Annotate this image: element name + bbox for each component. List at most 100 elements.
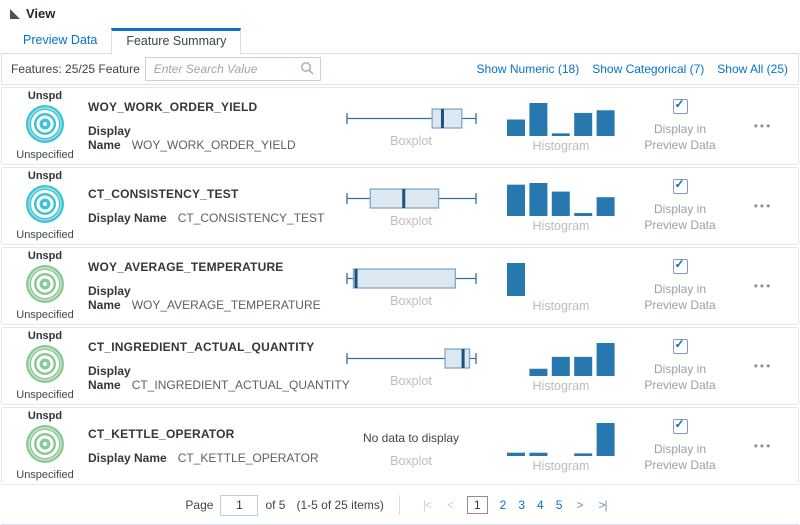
last-page-button[interactable]: >| (598, 498, 607, 512)
boxplot-column: Boxplot (338, 264, 484, 308)
target-icon (25, 264, 65, 304)
feature-list: Unspd Unspecified WOY_WORK_ORDER_YIELD D… (1, 87, 799, 485)
display-in-preview-column: ✓ Display in Preview Data (632, 257, 728, 313)
boxplot-column: Boxplot (338, 104, 484, 148)
page-button-4[interactable]: 4 (537, 498, 544, 512)
boxplot-column: No data to display Boxplot (338, 424, 484, 468)
feature-name-column: WOY_AVERAGE_TEMPERATURE Display Name WOY_… (88, 260, 338, 312)
boxplot-label: Boxplot (390, 374, 432, 388)
target-icon (25, 104, 65, 144)
display-in-preview-checkbox[interactable]: ✓ (672, 177, 688, 194)
feature-name: CT_INGREDIENT_ACTUAL_QUANTITY (88, 340, 315, 354)
target-icon (25, 184, 65, 224)
tab-feature-summary[interactable]: Feature Summary (111, 28, 242, 54)
target-icon (25, 424, 65, 464)
feature-type-label: Unspecified (16, 229, 74, 241)
checkmark-icon: ✓ (674, 417, 685, 431)
collapse-triangle-icon[interactable] (10, 8, 20, 19)
feature-type-column: Unspd Unspecified (2, 171, 88, 241)
feature-name-column: WOY_WORK_ORDER_YIELD Display Name WOY_WOR… (88, 100, 338, 152)
page-button-1[interactable]: 1 (466, 496, 488, 514)
boxplot-chart (338, 104, 484, 132)
display-in-preview-column: ✓ Display in Preview Data (632, 177, 728, 233)
feature-type-badge: Unspd (27, 90, 63, 102)
checkmark-icon: ✓ (674, 177, 685, 191)
show-numeric-link[interactable]: Show Numeric (18) (476, 62, 580, 76)
feature-type-label: Unspecified (16, 469, 74, 481)
tab-preview-data[interactable]: Preview Data (23, 33, 98, 47)
tab-bar: Preview Data Feature Summary (1, 28, 799, 54)
feature-row: Unspd Unspecified CT_CONSISTENCY_TEST Di… (1, 167, 799, 245)
histogram-label: Histogram (532, 379, 590, 393)
search-box (144, 57, 321, 81)
display-in-preview-checkbox[interactable]: ✓ (672, 417, 688, 434)
next-page-button[interactable]: > (576, 498, 583, 512)
view-header[interactable]: View (1, 0, 799, 21)
feature-name: CT_KETTLE_OPERATOR (88, 427, 235, 441)
boxplot-chart (338, 344, 484, 372)
feature-type-column: Unspd Unspecified (2, 91, 88, 161)
histogram-label: Histogram (532, 219, 590, 233)
histogram-chart (500, 259, 622, 297)
show-all-link[interactable]: Show All (25) (717, 62, 788, 76)
boxplot-label: Boxplot (390, 454, 432, 468)
show-categorical-link[interactable]: Show Categorical (7) (592, 62, 705, 76)
feature-name: WOY_WORK_ORDER_YIELD (88, 100, 258, 114)
row-menu-column: ••• (728, 117, 798, 135)
row-actions-menu[interactable]: ••• (753, 119, 773, 133)
no-data-text: No data to display (362, 431, 460, 445)
page-number-input[interactable] (220, 494, 259, 516)
row-actions-menu[interactable]: ••• (753, 199, 773, 213)
page-button-5[interactable]: 5 (555, 498, 563, 512)
row-menu-column: ••• (728, 437, 798, 455)
display-name-value: CT_KETTLE_OPERATOR (177, 451, 319, 465)
row-actions-menu[interactable]: ••• (753, 279, 773, 293)
page-label: Page (185, 498, 214, 512)
boxplot-chart: No data to display (338, 424, 484, 452)
feature-name: CT_CONSISTENCY_TEST (88, 187, 239, 201)
checkmark-icon: ✓ (674, 337, 685, 351)
view-title: View (26, 6, 56, 21)
first-page-button[interactable]: |< (422, 498, 432, 512)
display-name-value: CT_CONSISTENCY_TEST (177, 211, 325, 225)
display-in-preview-label: Display in Preview Data (644, 362, 716, 392)
display-in-preview-checkbox[interactable]: ✓ (672, 257, 688, 274)
feature-name-column: CT_CONSISTENCY_TEST Display Name CT_CONSI… (88, 187, 338, 225)
histogram-column: Histogram (500, 339, 622, 393)
row-actions-menu[interactable]: ••• (753, 359, 773, 373)
histogram-column: Histogram (500, 259, 622, 313)
search-icon[interactable] (300, 61, 314, 80)
boxplot-label: Boxplot (390, 134, 432, 148)
histogram-column: Histogram (500, 179, 622, 233)
row-menu-column: ••• (728, 277, 798, 295)
histogram-chart (500, 419, 622, 457)
display-in-preview-checkbox[interactable]: ✓ (672, 337, 688, 354)
feature-type-badge: Unspd (27, 250, 63, 262)
feature-type-badge: Unspd (27, 330, 63, 342)
histogram-column: Histogram (500, 419, 622, 473)
feature-row: Unspd Unspecified CT_KETTLE_OPERATOR Dis… (1, 407, 799, 485)
feature-type-column: Unspd Unspecified (2, 331, 88, 401)
boxplot-chart (338, 264, 484, 292)
histogram-label: Histogram (532, 139, 590, 153)
toolbar: Features: 25/25 Feature Show Numeric (18… (1, 54, 799, 85)
checkmark-icon: ✓ (674, 97, 685, 111)
target-icon (25, 344, 65, 384)
feature-type-badge: Unspd (27, 410, 63, 422)
page-button-2[interactable]: 2 (499, 498, 507, 512)
display-in-preview-checkbox[interactable]: ✓ (672, 97, 688, 114)
row-actions-menu[interactable]: ••• (753, 439, 773, 453)
feature-type-label: Unspecified (16, 149, 74, 161)
feature-row: Unspd Unspecified WOY_WORK_ORDER_YIELD D… (1, 87, 799, 165)
search-input[interactable] (144, 57, 321, 81)
feature-type-label: Unspecified (16, 389, 74, 401)
display-name-value: CT_INGREDIENT_ACTUAL_QUANTITY (131, 378, 350, 392)
histogram-chart (500, 99, 622, 137)
boxplot-label: Boxplot (390, 294, 432, 308)
display-in-preview-label: Display in Preview Data (644, 282, 716, 312)
feature-row: Unspd Unspecified CT_INGREDIENT_ACTUAL_Q… (1, 327, 799, 405)
page-button-3[interactable]: 3 (518, 498, 526, 512)
prev-page-button[interactable]: < (446, 498, 454, 512)
